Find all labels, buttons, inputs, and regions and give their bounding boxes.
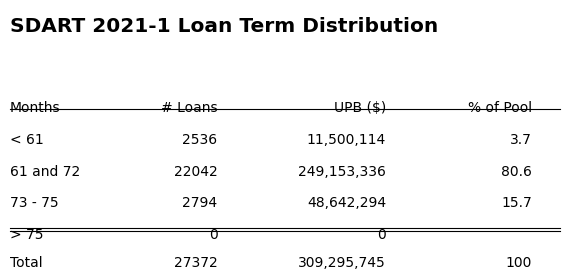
Text: Months: Months	[10, 101, 60, 116]
Text: 27372: 27372	[174, 256, 218, 270]
Text: Total: Total	[10, 256, 42, 270]
Text: 73 - 75: 73 - 75	[10, 196, 58, 210]
Text: 22042: 22042	[174, 165, 218, 179]
Text: 100: 100	[506, 256, 532, 270]
Text: # Loans: # Loans	[161, 101, 218, 116]
Text: 11,500,114: 11,500,114	[307, 133, 386, 147]
Text: 15.7: 15.7	[502, 196, 532, 210]
Text: > 75: > 75	[10, 228, 43, 242]
Text: UPB ($): UPB ($)	[334, 101, 386, 116]
Text: 61 and 72: 61 and 72	[10, 165, 80, 179]
Text: % of Pool: % of Pool	[468, 101, 532, 116]
Text: 0: 0	[377, 228, 386, 242]
Text: 3.7: 3.7	[510, 133, 532, 147]
Text: 2536: 2536	[182, 133, 218, 147]
Text: < 61: < 61	[10, 133, 43, 147]
Text: 80.6: 80.6	[501, 165, 532, 179]
Text: 309,295,745: 309,295,745	[298, 256, 386, 270]
Text: SDART 2021-1 Loan Term Distribution: SDART 2021-1 Loan Term Distribution	[10, 17, 438, 37]
Text: 2794: 2794	[182, 196, 218, 210]
Text: 0: 0	[209, 228, 218, 242]
Text: 48,642,294: 48,642,294	[307, 196, 386, 210]
Text: 249,153,336: 249,153,336	[298, 165, 386, 179]
